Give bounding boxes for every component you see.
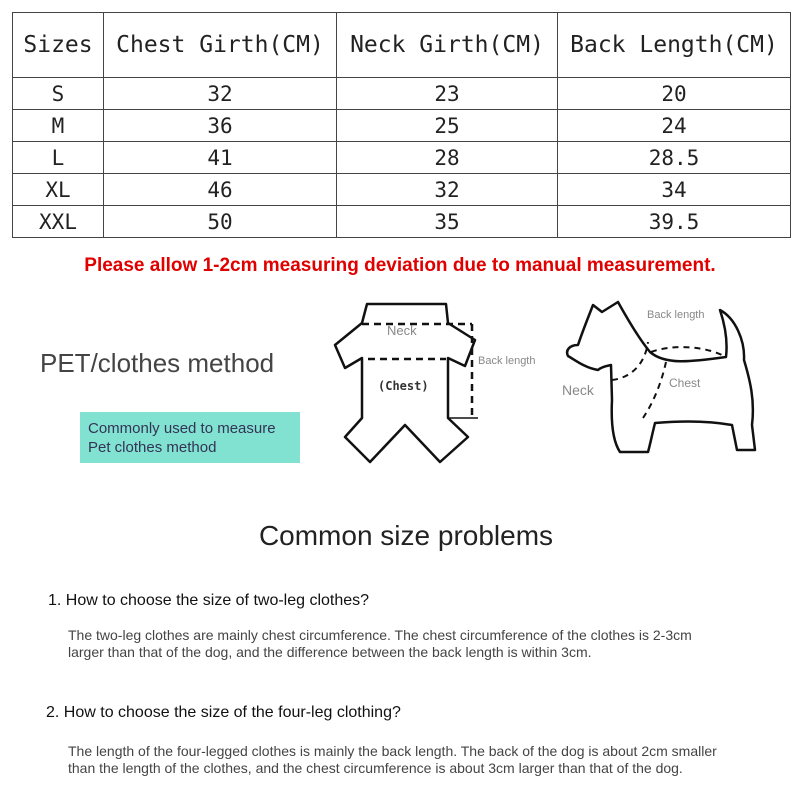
size-table: Sizes Chest Girth(CM) Neck Girth(CM) Bac… — [12, 12, 791, 238]
faq-answer: The length of the four-legged clothes is… — [68, 743, 717, 776]
header-cell: Sizes — [12, 12, 104, 78]
neck-label: Neck — [562, 382, 595, 398]
faq-question: 1. How to choose the size of two-leg clo… — [48, 592, 370, 609]
table-cell: 28 — [336, 141, 558, 174]
table-cell: 25 — [336, 109, 558, 142]
header-cell: Neck Girth(CM) — [336, 12, 558, 78]
table-cell: 32 — [103, 77, 337, 110]
table-row: S 32 23 20 — [12, 77, 791, 110]
table-row: XXL 50 35 39.5 — [12, 205, 791, 238]
table-cell: 35 — [336, 205, 558, 238]
dog-diagram: Back length Neck Chest — [562, 300, 757, 454]
table-row: M 36 25 24 — [12, 109, 791, 142]
neck-label: Neck — [387, 323, 417, 338]
table-cell: 50 — [103, 205, 337, 238]
method-badge: Commonly used to measure Pet clothes met… — [80, 412, 300, 463]
header-cell: Chest Girth(CM) — [103, 12, 337, 78]
back-length-label: Back length — [647, 309, 704, 321]
table-cell: 28.5 — [557, 141, 791, 174]
table-cell: 34 — [557, 173, 791, 206]
faq-title: Common size problems — [258, 520, 554, 551]
dog-outline — [565, 300, 757, 454]
back-length-line — [650, 346, 723, 356]
table-cell: 23 — [336, 77, 558, 110]
table-cell: XXL — [12, 205, 104, 238]
deviation-note: Please allow 1-2cm measuring deviation d… — [84, 255, 716, 276]
faq-question: 2. How to choose the size of the four-le… — [46, 704, 401, 721]
clothes-outline — [333, 302, 477, 464]
table-cell: XL — [12, 173, 104, 206]
faq-answer: The two-leg clothes are mainly chest cir… — [68, 627, 692, 660]
neck-line — [611, 341, 649, 381]
table-cell: 39.5 — [557, 205, 791, 238]
chest-label: Chest — [669, 376, 701, 390]
table-cell: 24 — [557, 109, 791, 142]
chest-label: (Chest) — [378, 379, 429, 393]
chest-line — [642, 361, 667, 419]
table-row: XL 46 32 34 — [12, 173, 791, 206]
table-cell: M — [12, 109, 104, 142]
back-length-label: Back length — [478, 355, 535, 367]
table-cell: L — [12, 141, 104, 174]
badge-line: Pet clothes method — [88, 439, 217, 456]
table-row: L 41 28 28.5 — [12, 141, 791, 174]
badge-line: Commonly used to measure — [88, 420, 276, 437]
method-title: PET/clothes method — [40, 348, 275, 378]
clothes-diagram: Neck (Chest) Back length — [333, 302, 535, 464]
table-cell: 20 — [557, 77, 791, 110]
table-cell: 32 — [336, 173, 558, 206]
